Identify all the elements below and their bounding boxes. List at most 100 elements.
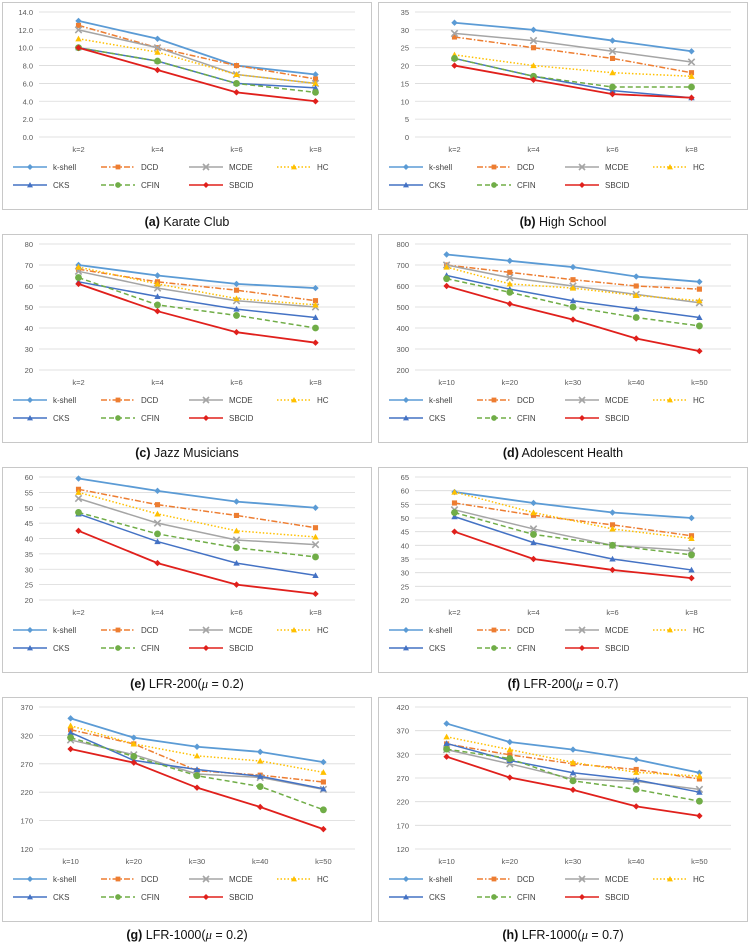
x-tick-label: k=6 xyxy=(230,608,242,617)
data-point xyxy=(569,769,577,776)
legend-entry: SBCID xyxy=(565,893,630,902)
series-HC xyxy=(443,733,703,779)
series-SBCID xyxy=(443,282,703,355)
y-tick-label: 40 xyxy=(25,535,33,544)
data-point xyxy=(320,785,327,792)
data-point xyxy=(633,803,640,810)
legend-label: k-shell xyxy=(429,163,452,172)
x-tick-label: k=30 xyxy=(565,378,581,387)
data-point xyxy=(695,797,703,805)
data-point xyxy=(320,758,327,766)
legend-marker xyxy=(202,875,210,883)
data-point xyxy=(451,528,458,535)
legend-label: HC xyxy=(317,875,329,884)
data-point xyxy=(233,71,240,78)
chart-panel-4: 20 25 30 35 40 45 50 55 60 k=2 k=4 k=6 k=8 k-shell DCD… xyxy=(2,467,372,673)
data-point xyxy=(506,774,513,781)
data-point xyxy=(443,251,450,258)
legend-entry: MCDE xyxy=(565,626,629,635)
data-point xyxy=(312,301,319,308)
legend-label: HC xyxy=(693,875,705,884)
series-line xyxy=(454,509,692,552)
caption-label: (e) xyxy=(130,677,146,691)
x-tick-label: k=40 xyxy=(252,857,268,866)
legend-entry: MCDE xyxy=(189,875,253,884)
y-tick-label: 60 xyxy=(401,487,409,496)
legend-entry: SBCID xyxy=(189,414,254,423)
data-point xyxy=(312,298,319,304)
data-point xyxy=(312,71,319,78)
series-HC xyxy=(75,263,319,308)
data-point xyxy=(154,35,161,42)
y-tick-label: 30 xyxy=(401,26,409,35)
legend-label: HC xyxy=(693,163,705,172)
data-point xyxy=(154,487,161,495)
legend-marker xyxy=(578,163,586,171)
chart-panel-0: 0.0 2.0 4.0 6.0 8.0 10.0 12.0 14.0 k=2 k=4 k=6 k=8 k… xyxy=(2,2,372,210)
data-point xyxy=(530,26,537,34)
series-line xyxy=(78,276,316,329)
data-point xyxy=(312,76,319,82)
y-tick-label: 700 xyxy=(396,261,409,270)
data-point xyxy=(687,58,696,66)
line-chart: 20 25 30 35 40 45 50 55 60 65 k=2 k=4 k=6 k=8 k-shell D… xyxy=(389,473,731,653)
series-line xyxy=(70,731,324,790)
data-point xyxy=(569,263,577,271)
legend-marker xyxy=(202,626,210,634)
data-point xyxy=(507,752,513,758)
y-tick-label: 45 xyxy=(25,519,33,528)
legend-entry: CFIN xyxy=(477,414,536,423)
y-tick-label: 25 xyxy=(401,582,409,591)
legend-entry: CKS xyxy=(389,893,445,902)
data-point xyxy=(609,522,616,528)
legend-entry: CKS xyxy=(13,414,69,423)
legend-label: DCD xyxy=(517,626,535,635)
caption-mu: μ xyxy=(201,677,209,691)
chart-caption: (d) Adolescent Health xyxy=(378,446,748,460)
legend-entry: SBCID xyxy=(189,181,254,190)
data-point xyxy=(696,286,702,292)
series-SBCID xyxy=(75,527,319,598)
series-CFIN xyxy=(443,275,703,330)
legend-marker xyxy=(579,645,585,651)
legend-marker xyxy=(115,164,121,170)
data-point xyxy=(320,779,326,785)
data-point xyxy=(632,785,640,793)
data-point xyxy=(506,746,513,753)
data-point xyxy=(130,740,137,747)
x-tick-label: k=2 xyxy=(72,378,84,387)
x-tick-label: k=20 xyxy=(502,378,518,387)
caption-name: Jazz Musicians xyxy=(150,446,239,460)
y-tick-label: 8.0 xyxy=(23,62,33,71)
series-line xyxy=(78,20,316,76)
data-point xyxy=(443,740,450,747)
y-tick-label: 20 xyxy=(401,62,409,71)
legend-entry: HC xyxy=(277,163,329,172)
data-point xyxy=(312,525,319,531)
x-tick-label: k=2 xyxy=(72,608,84,617)
legend-marker xyxy=(667,397,673,403)
caption-mu: μ xyxy=(581,928,588,942)
y-tick-label: 170 xyxy=(396,821,409,830)
legend-marker xyxy=(491,415,497,421)
data-point xyxy=(696,772,703,779)
series-DCD xyxy=(451,34,695,76)
data-point xyxy=(233,559,240,566)
legend-entry: CKS xyxy=(13,181,69,190)
data-point xyxy=(130,734,137,741)
legend-label: CFIN xyxy=(141,414,160,423)
legend-label: SBCID xyxy=(229,893,254,902)
data-point xyxy=(257,757,264,764)
series-CFIN xyxy=(451,55,695,91)
legend-label: k-shell xyxy=(429,875,452,884)
y-tick-label: 220 xyxy=(20,788,33,797)
legend-marker xyxy=(291,627,297,633)
data-point xyxy=(696,314,703,321)
chart-caption: (c) Jazz Musicians xyxy=(2,446,372,460)
data-point xyxy=(609,566,616,574)
y-tick-label: 270 xyxy=(396,774,409,783)
y-tick-label: 4.0 xyxy=(23,97,33,106)
legend-label: HC xyxy=(317,396,329,405)
data-point xyxy=(609,69,616,76)
data-point xyxy=(608,47,617,56)
